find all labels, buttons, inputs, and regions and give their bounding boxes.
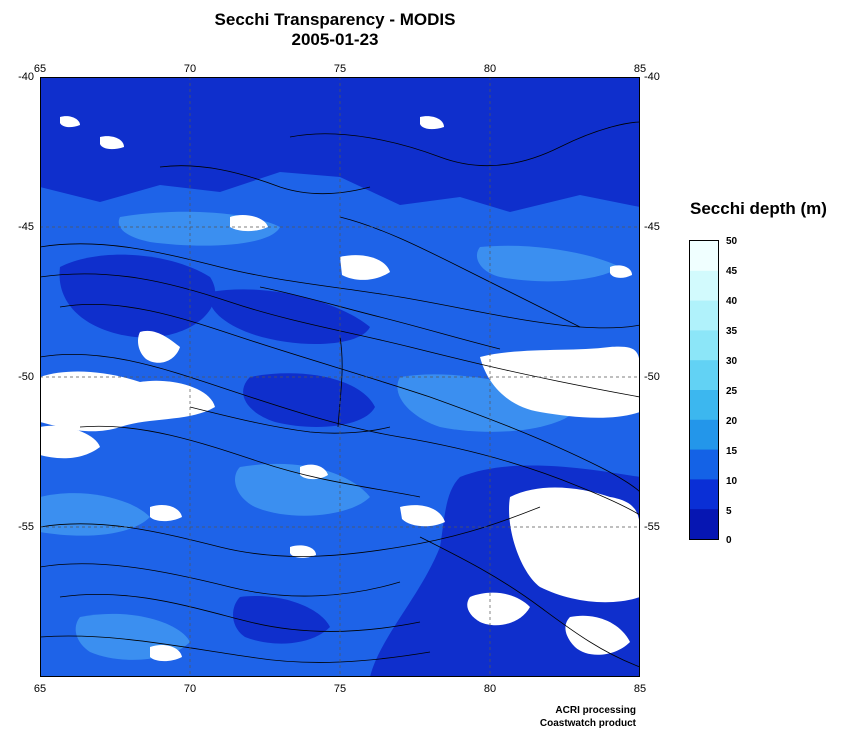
- legend-title: Secchi depth (m): [690, 199, 827, 218]
- lat-tick-left: -45: [18, 221, 34, 233]
- colorbar-tick-label: 20: [726, 416, 738, 427]
- colorbar-swatch: [690, 300, 718, 331]
- lon-tick-top: 85: [633, 63, 647, 75]
- colorbar-tick-label: 10: [726, 476, 738, 487]
- lat-tick-left: -40: [18, 71, 34, 83]
- lat-tick-right: -45: [644, 221, 660, 233]
- colorbar-swatch: [690, 330, 718, 361]
- colorbar-swatch: [690, 509, 718, 539]
- colorbar-swatch: [690, 449, 718, 480]
- map-border: [40, 77, 640, 677]
- colorbar-tick-label: 50: [726, 236, 738, 247]
- colorbar-tick-label: 30: [726, 356, 738, 367]
- colorbar-swatch: [690, 360, 718, 391]
- lon-tick-top: 65: [33, 63, 47, 75]
- colorbar-tick-label: 5: [726, 506, 732, 517]
- credit-processing: ACRI processing: [555, 705, 636, 716]
- lat-tick-right: -55: [644, 521, 660, 533]
- colorbar-tick-label: 40: [726, 296, 738, 307]
- colorbar-tick-label: 0: [726, 535, 732, 546]
- graticule: [40, 77, 640, 677]
- colorbar-tick-label: 15: [726, 446, 738, 457]
- lon-tick-top: 80: [483, 63, 497, 75]
- colorbar-swatch: [690, 419, 718, 451]
- colorbar-tick-label: 25: [726, 386, 738, 397]
- lon-tick-bottom: 85: [633, 683, 647, 695]
- lon-tick-top: 70: [183, 63, 197, 75]
- lat-tick-right: -40: [644, 71, 660, 83]
- lon-tick-bottom: 65: [33, 683, 47, 695]
- lon-tick-top: 75: [333, 63, 347, 75]
- colorbar-swatch: [690, 241, 718, 272]
- lat-tick-left: -55: [18, 521, 34, 533]
- colorbar-swatch: [690, 479, 718, 510]
- lat-tick-right: -50: [644, 371, 660, 383]
- bathymetry-contours: [40, 121, 640, 668]
- map-date: 2005-01-23: [291, 30, 379, 49]
- lon-tick-bottom: 75: [333, 683, 347, 695]
- cloud-cover: [40, 116, 640, 662]
- lat-tick-left: -50: [18, 371, 34, 383]
- lon-tick-bottom: 80: [483, 683, 497, 695]
- colorbar-swatch: [690, 270, 718, 302]
- colorbar-tick-label: 35: [726, 326, 738, 337]
- secchi-map: [40, 77, 640, 677]
- lon-tick-bottom: 70: [183, 683, 197, 695]
- colorbar-tick-label: 45: [726, 266, 738, 277]
- colorbar-swatch: [690, 390, 718, 421]
- map-title: Secchi Transparency - MODIS: [214, 10, 456, 29]
- colorbar: [689, 240, 719, 540]
- credit-product: Coastwatch product: [539, 718, 636, 729]
